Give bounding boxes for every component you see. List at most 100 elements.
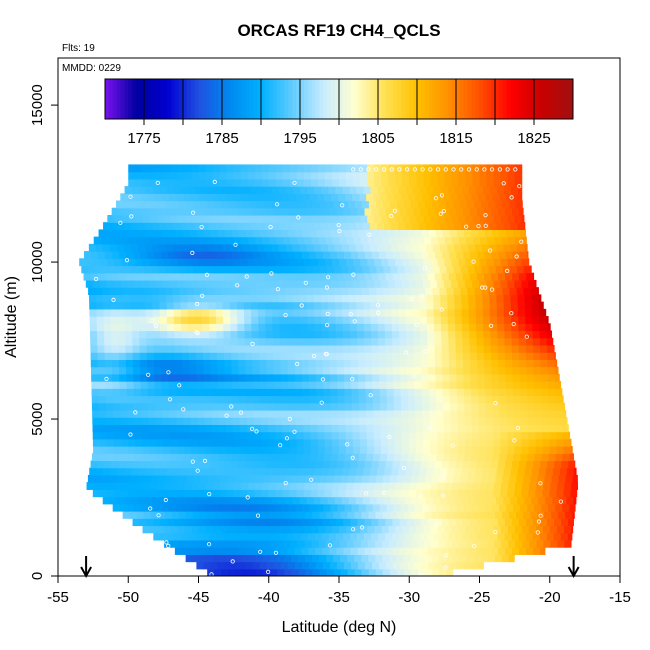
heatmap-cell	[338, 193, 346, 202]
heatmap-cell	[141, 402, 149, 411]
heatmap-cell	[321, 316, 330, 324]
heatmap-cell	[424, 568, 433, 576]
heatmap-cell	[224, 366, 233, 375]
heatmap-cell	[520, 388, 528, 397]
sample-point	[441, 209, 446, 214]
heatmap-cell	[218, 409, 227, 418]
heatmap-cell	[506, 395, 514, 404]
heatmap-cell	[500, 489, 508, 498]
heatmap-cell	[210, 352, 218, 360]
heatmap-cell	[404, 287, 412, 295]
heatmap-cell	[545, 496, 553, 505]
heatmap-cell	[506, 503, 514, 512]
heatmap-cell	[283, 236, 292, 245]
heatmap-cell	[176, 453, 184, 462]
heatmap-cell	[490, 344, 499, 353]
heatmap-cell	[532, 323, 541, 332]
heatmap-cell	[373, 424, 382, 433]
heatmap-cell	[136, 511, 145, 519]
heatmap-cell	[554, 352, 556, 360]
heatmap-cell	[197, 424, 206, 433]
heatmap-cell	[313, 496, 322, 505]
heatmap-cell	[466, 236, 474, 245]
heatmap-cell	[287, 352, 295, 360]
heatmap-cell	[134, 453, 142, 462]
heatmap-cell	[214, 265, 223, 274]
heatmap-cell	[398, 186, 407, 194]
heatmap-cell	[147, 229, 156, 238]
heatmap-cell	[472, 258, 481, 267]
heatmap-cell	[440, 222, 448, 231]
heatmap-cell	[512, 547, 520, 555]
heatmap-cell	[354, 511, 363, 519]
heatmap-cell	[382, 200, 391, 209]
heatmap-cell	[90, 359, 99, 368]
heatmap-cell	[284, 287, 293, 295]
heatmap-cell	[268, 431, 276, 440]
heatmap-cell	[165, 474, 173, 483]
colorbar-swatch	[530, 79, 535, 119]
heatmap-cell	[368, 511, 377, 519]
heatmap-cell	[233, 438, 242, 447]
heatmap-cell	[194, 467, 203, 476]
heatmap-cell	[174, 272, 183, 281]
heatmap-cell	[225, 229, 233, 238]
heatmap-cell	[247, 446, 256, 454]
heatmap-cell	[200, 474, 208, 483]
heatmap-cell	[278, 243, 287, 252]
colorbar-swatch	[440, 79, 445, 119]
heatmap-cell	[132, 344, 141, 353]
heatmap-cell	[447, 186, 456, 194]
heatmap-cell	[329, 272, 338, 281]
heatmap-cell	[474, 265, 483, 274]
sample-point	[245, 495, 250, 500]
heatmap-cell	[275, 424, 283, 433]
heatmap-cell	[394, 431, 403, 440]
heatmap-cell	[127, 453, 135, 462]
heatmap-cell	[554, 366, 559, 375]
heatmap-cell	[140, 395, 149, 404]
heatmap-cell	[445, 554, 454, 563]
heatmap-cell	[441, 272, 450, 281]
sample-point	[209, 572, 214, 576]
heatmap-cell	[336, 547, 345, 555]
heatmap-cell	[287, 373, 296, 382]
heatmap-cell	[382, 474, 391, 483]
colorbar-tick-label: 1775	[127, 130, 160, 147]
heatmap-cell	[256, 265, 265, 274]
heatmap-cell	[556, 489, 565, 498]
heatmap-cell	[264, 496, 272, 505]
sample-point	[441, 475, 446, 480]
heatmap-cell	[172, 474, 180, 483]
heatmap-cell	[423, 178, 431, 187]
heatmap-cell	[338, 431, 347, 440]
heatmap-cell	[360, 171, 368, 180]
heatmap-cell	[441, 330, 449, 339]
heatmap-cell	[339, 525, 347, 534]
heatmap-cell	[418, 200, 426, 209]
heatmap-cell	[372, 453, 381, 462]
heatmap-cell	[316, 193, 325, 202]
heatmap-cell	[434, 207, 443, 216]
heatmap-cell	[413, 352, 422, 360]
heatmap-cell	[182, 388, 191, 397]
heatmap-cell	[443, 453, 451, 462]
heatmap-cell	[371, 366, 380, 375]
heatmap-cell	[429, 417, 438, 425]
heatmap-cell	[109, 243, 118, 252]
heatmap-cell	[338, 417, 346, 425]
colorbar-swatch	[463, 79, 469, 119]
heatmap-cell	[113, 402, 121, 411]
heatmap-cell	[347, 568, 356, 576]
heatmap-cell	[239, 453, 248, 462]
heatmap-cell	[371, 272, 380, 281]
heatmap-cell	[106, 417, 115, 425]
heatmap-cell	[437, 482, 446, 490]
heatmap-cell	[471, 395, 479, 404]
sample-point	[514, 254, 519, 259]
heatmap-cell	[219, 525, 228, 534]
heatmap-cell	[408, 193, 416, 202]
heatmap-cell	[469, 532, 478, 541]
heatmap-cell	[350, 366, 359, 375]
colorbar-swatch	[276, 79, 281, 119]
